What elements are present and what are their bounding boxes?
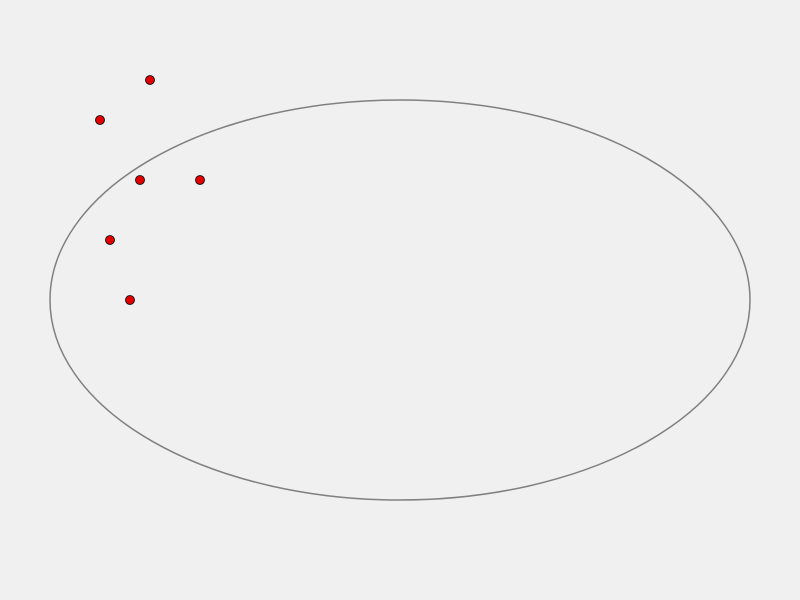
point-marker — [195, 175, 205, 185]
point-marker — [135, 175, 145, 185]
point-marker — [95, 115, 105, 125]
boundary-ellipse — [49, 99, 751, 501]
point-marker — [145, 75, 155, 85]
point-marker — [105, 235, 115, 245]
point-marker — [125, 295, 135, 305]
